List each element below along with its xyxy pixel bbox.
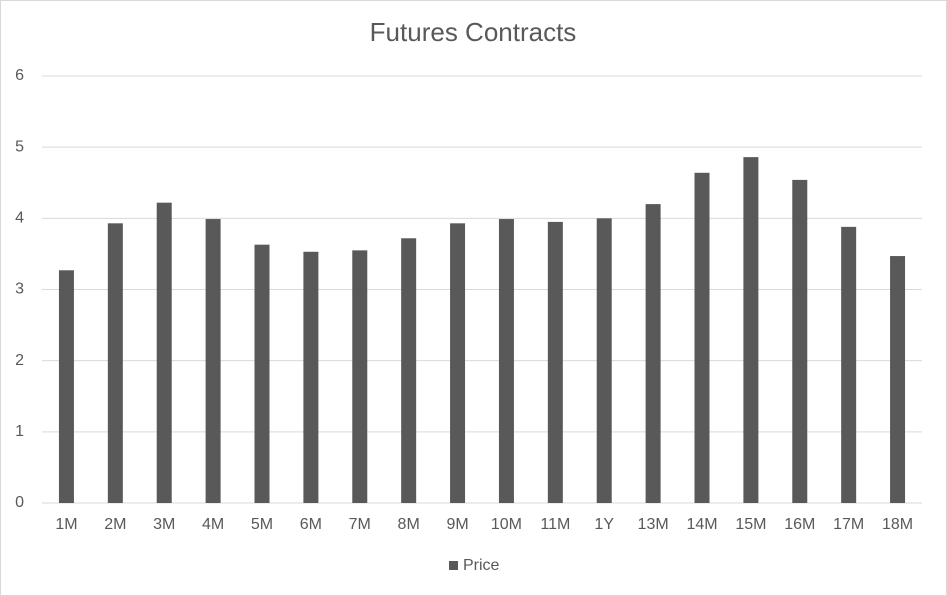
x-tick-label: 6M: [300, 516, 322, 533]
bar: [450, 223, 466, 503]
legend-swatch: [449, 561, 458, 570]
bar: [547, 221, 563, 503]
x-tick-label: 4M: [202, 516, 224, 533]
x-tick-label: 8M: [398, 516, 420, 533]
legend-label: Price: [463, 557, 500, 574]
bar: [792, 179, 808, 504]
x-tick-label: 7M: [349, 516, 371, 533]
x-tick-label: 18M: [882, 516, 913, 533]
y-tick-label: 2: [15, 352, 24, 369]
x-tick-label: 16M: [784, 516, 815, 533]
x-tick-label: 5M: [251, 516, 273, 533]
bar: [254, 244, 270, 504]
bar: [841, 226, 857, 503]
bar: [743, 157, 759, 503]
bar: [58, 270, 74, 503]
y-tick-label: 3: [15, 281, 24, 298]
bar: [156, 202, 172, 503]
chart-title: Futures Contracts: [370, 17, 577, 47]
bar: [352, 250, 368, 503]
x-tick-label: 10M: [491, 516, 522, 533]
x-tick-label: 13M: [638, 516, 669, 533]
x-tick-label: 15M: [735, 516, 766, 533]
x-tick-label: 14M: [686, 516, 717, 533]
x-tick-label: 17M: [833, 516, 864, 533]
bar: [401, 238, 417, 503]
x-tick-label: 1Y: [594, 516, 614, 533]
x-tick-label: 1M: [55, 516, 77, 533]
bar: [890, 256, 906, 503]
x-tick-label: 2M: [104, 516, 126, 533]
bar: [694, 172, 710, 503]
bar: [303, 251, 319, 503]
bar: [645, 204, 661, 503]
x-tick-label: 3M: [153, 516, 175, 533]
y-tick-label: 4: [15, 210, 24, 227]
y-tick-label: 6: [15, 67, 24, 84]
bar: [498, 219, 514, 504]
y-tick-label: 1: [15, 423, 24, 440]
x-tick-label: 9M: [446, 516, 468, 533]
y-tick-label: 0: [15, 494, 24, 511]
bar: [596, 218, 612, 504]
bar: [107, 223, 123, 503]
x-tick-label: 11M: [540, 516, 570, 533]
bar: [205, 219, 221, 504]
y-tick-label: 5: [15, 138, 24, 155]
